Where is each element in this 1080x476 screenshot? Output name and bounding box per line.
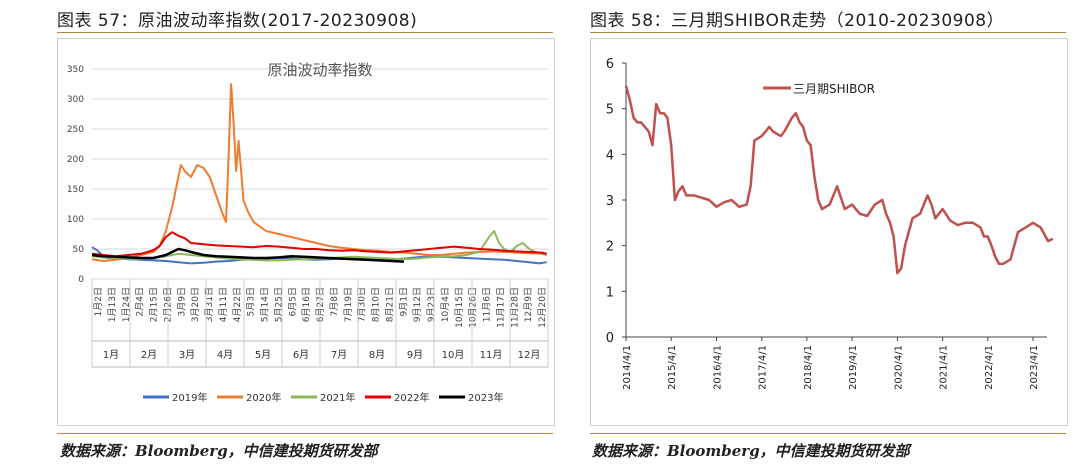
date-tick-label: 1月13日 (107, 287, 118, 322)
date-tick-label: 5月25日 (273, 287, 284, 322)
date-tick-label: 12月9日 (523, 287, 534, 322)
y-tick-label: 300 (67, 95, 84, 105)
date-tick-label: 9月1日 (398, 287, 409, 316)
legend-label: 2021年 (320, 391, 355, 404)
date-tick-label: 6月16日 (301, 287, 312, 322)
month-label: 4月 (217, 349, 233, 361)
date-tick-label: 11月6日 (482, 287, 493, 322)
x-tick-label: 2015/4/1 (667, 345, 678, 390)
right-chart-panel: 0 1 2 3 4 5 6 2014/4/1 2015/4/1 2016/4/1 2017/4/1 2… (590, 38, 1068, 426)
month-label: 1月 (103, 349, 119, 361)
date-tick-label: 3月31日 (204, 287, 215, 322)
shibor-chart: 0 1 2 3 4 5 6 2014/4/1 2015/4/1 2016/4/1 2017/4/1 2… (606, 57, 1054, 390)
x-tick-label: 2020/4/1 (893, 345, 904, 390)
month-label: 2月 (141, 349, 157, 361)
legend-label: 2023年 (468, 391, 503, 404)
date-tick-label: 3月20日 (190, 287, 201, 322)
legend-label: 三月期SHIBOR (793, 82, 875, 96)
date-tick-label: 7月19日 (343, 287, 354, 322)
y-tick-label: 2 (606, 240, 614, 255)
right-source: 数据来源：Bloomberg，中信建投期货研发部 (592, 442, 910, 460)
date-tick-label: 10月26日 (468, 287, 479, 328)
month-label: 10月 (442, 349, 465, 361)
y-tick-label: 6 (606, 57, 614, 72)
date-tick-label: 7月8日 (329, 287, 340, 316)
x-tick-label: 2016/4/1 (713, 345, 724, 390)
legend-label: 2020年 (246, 391, 281, 404)
date-tick-label: 8月21日 (384, 287, 395, 322)
date-tick-label: 8月10日 (371, 287, 382, 322)
right-caption-rule (590, 32, 1066, 33)
x-tick-label: 2021/4/1 (939, 345, 950, 390)
date-tick-label: 4月22日 (232, 287, 243, 322)
y-tick-label: 1 (606, 285, 614, 300)
left-source: 数据来源：Bloomberg，中信建投期货研发部 (60, 442, 378, 460)
y-tick-label: 0 (78, 275, 84, 285)
chart-title: 原油波动率指数 (267, 61, 372, 79)
date-tick-label: 10月4日 (440, 287, 451, 322)
date-tick-label: 1月2日 (93, 287, 104, 316)
date-tick-label: 2月4日 (135, 287, 146, 316)
date-tick-label: 11月17日 (495, 287, 506, 328)
date-tick-label: 6月5日 (287, 287, 298, 316)
month-label: 5月 (255, 349, 271, 361)
date-tick-label: 10月15日 (454, 287, 465, 328)
date-tick-label: 12月20日 (537, 287, 548, 328)
month-label: 8月 (369, 349, 385, 361)
y-tick-label: 150 (67, 185, 84, 195)
y-tick-label: 50 (73, 245, 85, 255)
month-label: 9月 (407, 349, 423, 361)
series-line (91, 231, 547, 258)
series-line (91, 247, 404, 263)
y-tick-label: 3 (606, 194, 614, 209)
x-tick-label: 2018/4/1 (803, 345, 814, 390)
date-tick-label: 5月3日 (246, 287, 257, 316)
left-caption-rule (57, 32, 553, 33)
x-tick-label: 2022/4/1 (984, 345, 995, 390)
x-tick-label: 2023/4/1 (1029, 345, 1040, 390)
right-footer-rule (590, 433, 1066, 434)
date-tick-label: 4月11日 (218, 287, 229, 322)
legend-label: 2019年 (172, 391, 207, 404)
left-caption: 图表 57：原油波动率指数(2017-20230908) (57, 11, 418, 31)
month-label: 7月 (331, 349, 347, 361)
month-label: 3月 (179, 349, 195, 361)
date-tick-label: 7月30日 (357, 287, 368, 322)
date-tick-label: 1月24日 (121, 287, 132, 322)
y-tick-label: 250 (67, 125, 84, 135)
y-tick-label: 200 (67, 155, 84, 165)
series-line (91, 230, 547, 262)
series-line (624, 85, 1054, 275)
date-tick-label: 9月23日 (426, 287, 437, 322)
month-label: 12月 (518, 349, 541, 361)
date-tick-label: 9月12日 (412, 287, 423, 322)
x-tick-label: 2014/4/1 (622, 345, 633, 390)
y-tick-label: 350 (67, 65, 84, 75)
date-tick-label: 11月28日 (509, 287, 520, 328)
date-tick-label: 3月9日 (176, 287, 187, 316)
legend-label: 2022年 (394, 391, 429, 404)
y-tick-label: 4 (606, 148, 614, 163)
left-chart-panel: 0 50 100 150 200 250 300 350 原油波动率指数 1月2日 1月13日 1月2… (57, 38, 555, 426)
date-tick-label: 5月14日 (260, 287, 271, 322)
x-tick-label: 2019/4/1 (848, 345, 859, 390)
month-label: 11月 (480, 349, 503, 361)
date-tick-label: 2月15日 (149, 287, 160, 322)
x-tick-label: 2017/4/1 (758, 345, 769, 390)
y-tick-label: 5 (606, 103, 614, 118)
left-footer-rule (57, 433, 553, 434)
month-label: 6月 (293, 349, 309, 361)
y-tick-label: 0 (606, 331, 614, 346)
series-line (91, 83, 547, 262)
right-caption: 图表 58：三月期SHIBOR走势（2010-20230908） (590, 11, 1005, 31)
y-tick-label: 100 (67, 215, 84, 225)
